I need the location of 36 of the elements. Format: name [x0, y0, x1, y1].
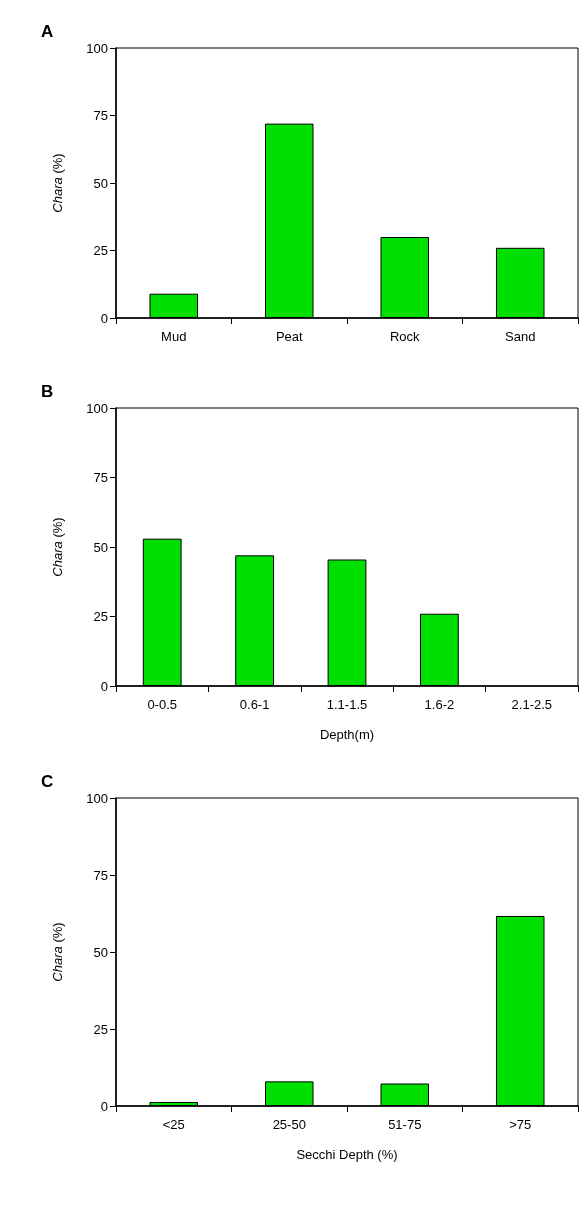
x-tick-label: >75 [509, 1117, 532, 1132]
y-tick-label: 0 [100, 1098, 108, 1114]
chart-title: A [41, 22, 54, 41]
x-tick-label: Mud [161, 329, 187, 344]
y-tick-label: 0 [100, 310, 108, 326]
y-tick-label: 75 [93, 108, 108, 123]
x-tick-label: Sand [505, 329, 536, 344]
y-axis-title: Chara (%) [50, 922, 65, 982]
x-tick-label: 1.1-1.5 [326, 697, 368, 712]
y-tick-label: 0 [100, 678, 108, 694]
y-axis-title: Chara (%) [50, 153, 65, 213]
x-axis-title: Secchi Depth (%) [296, 1147, 398, 1162]
x-axis-title: Depth(m) [319, 727, 375, 742]
y-tick-label: 75 [93, 867, 108, 883]
y-tick-label: 100 [86, 40, 108, 56]
y-tick-label: 100 [86, 790, 108, 806]
chart-title: B [41, 382, 54, 401]
x-tick-label: 51-75 [388, 1117, 422, 1132]
y-tick-label: 25 [93, 1021, 108, 1037]
x-tick-label: Peat [275, 329, 304, 344]
y-axis-title: Chara (%) [50, 517, 65, 577]
chart-title: C [41, 772, 54, 791]
x-tick-label: 2.1-2.5 [511, 697, 553, 712]
x-tick-label: Rock [389, 329, 421, 344]
x-tick-label: 0-0.5 [147, 697, 178, 712]
x-tick-label: 0.6-1 [239, 697, 270, 712]
y-tick-label: 25 [93, 243, 108, 258]
x-tick-label: <25 [162, 1117, 185, 1132]
y-tick-label: 100 [86, 400, 108, 416]
y-tick-label: 25 [93, 609, 108, 624]
x-tick-label: 1.6-2 [424, 697, 455, 712]
y-tick-label: 50 [93, 944, 108, 960]
y-tick-label: 75 [93, 470, 108, 485]
y-tick-label: 50 [93, 539, 108, 555]
y-tick-label: 50 [93, 175, 108, 191]
x-tick-label: 25-50 [272, 1117, 306, 1132]
